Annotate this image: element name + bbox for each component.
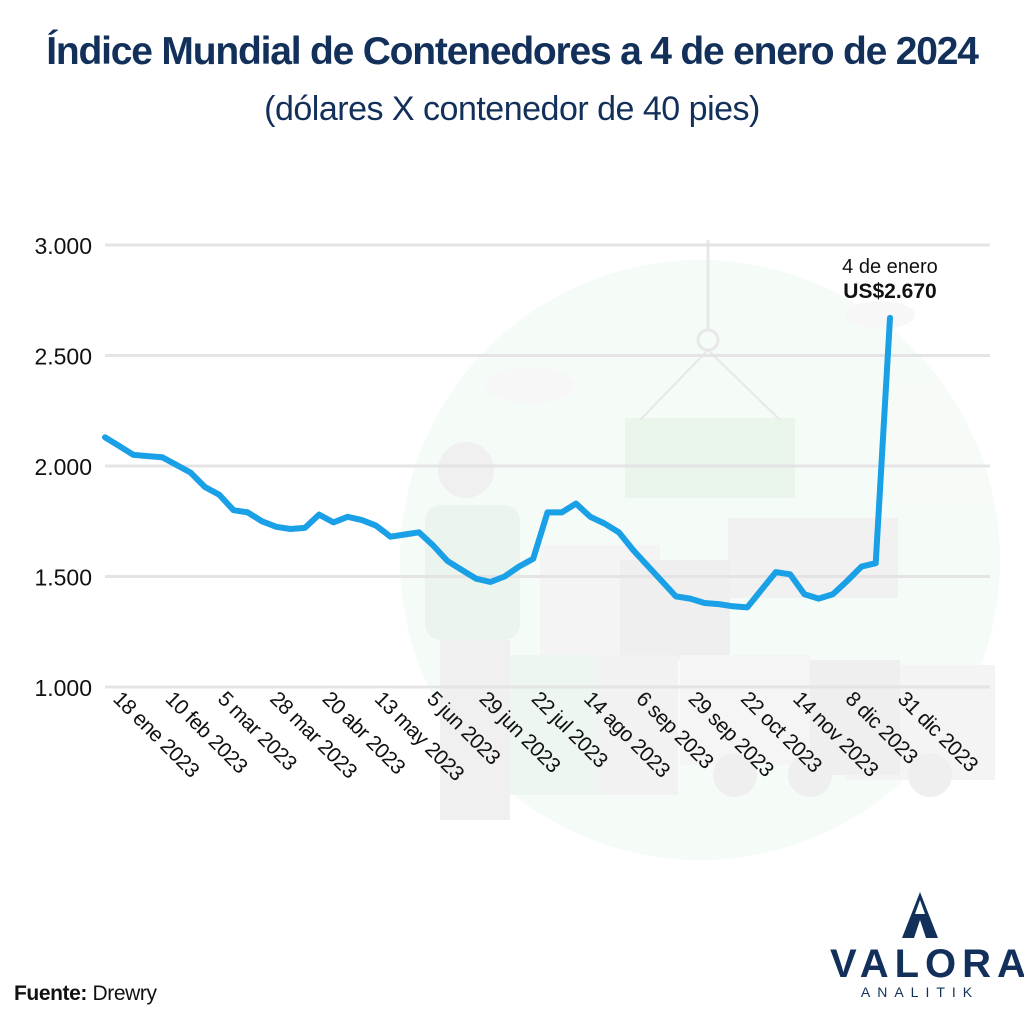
- annotation-date: 4 de enero: [842, 256, 938, 278]
- logo-mark-icon: [902, 892, 938, 938]
- logo-wordmark: VALORA: [830, 942, 1024, 986]
- series-line: [102, 314, 893, 611]
- y-tick-label: 2.000: [34, 454, 92, 480]
- container-port-illustration: [400, 240, 1000, 860]
- source-label: Fuente:: [14, 982, 88, 1005]
- source-note: Fuente: Drewry: [14, 982, 157, 1006]
- y-tick-label: 3.000: [34, 233, 92, 259]
- y-axis: 1.000 1.500 2.000 2.500 3.000: [34, 233, 92, 701]
- source-value: Drewry: [92, 982, 157, 1005]
- y-tick-label: 1.000: [34, 675, 92, 701]
- series-layer: [102, 314, 893, 611]
- y-tick-label: 1.500: [34, 565, 92, 591]
- chart-title: Índice Mundial de Contenedores a 4 de en…: [46, 30, 979, 73]
- chart-subtitle: (dólares X contenedor de 40 pies): [264, 90, 760, 128]
- chart-gridlines: [105, 243, 990, 689]
- logo-subtitle: ANALITIK: [860, 984, 980, 1000]
- annotation-value: US$2.670: [843, 280, 936, 303]
- y-tick-label: 2.500: [34, 344, 92, 370]
- valora-analitik-logo: VALORA ANALITIK: [830, 890, 1024, 1000]
